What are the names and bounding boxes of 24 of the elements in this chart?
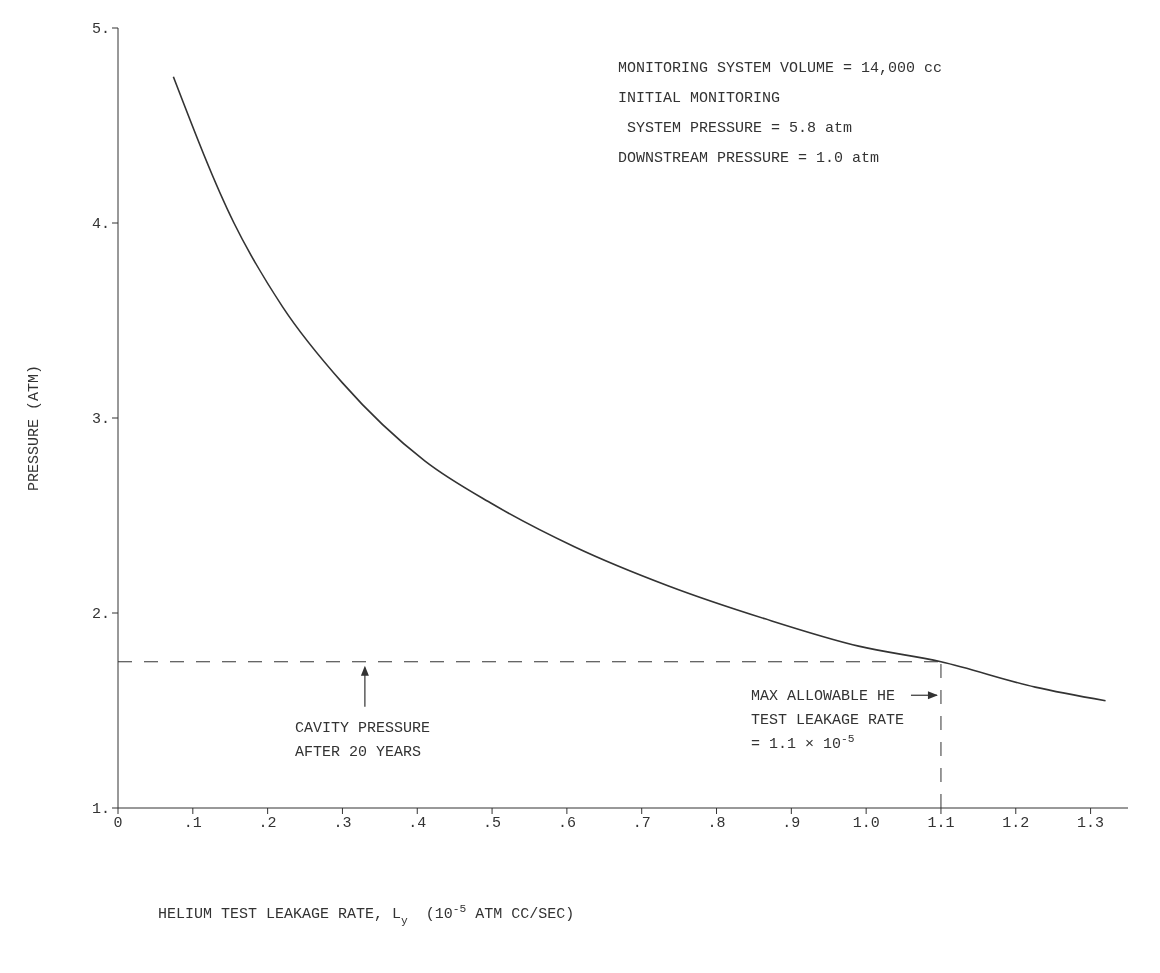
x-tick-label: .3 [333,814,352,832]
y-tick-label: 2. [91,606,110,624]
y-tick-label: 4. [91,216,110,234]
y-tick-label: 5. [91,21,110,39]
y-axis-title: PRESSURE (ATM) [26,364,43,492]
annotation: CAVITY PRESSURE AFTER 20 YEARS [294,719,430,761]
annotation: MAX ALLOWABLE HE TEST LEAKAGE RATE = 1.1 × 10$^{-5}$ [750,688,904,754]
text: HELIUM TEST LEAKAGE RATE, L$_{y}$ (10$^{-5}$ ATM CC/SEC) [158,903,575,927]
y-tick-label: 3. [91,411,110,429]
x-tick-label: 1.2 [1002,814,1030,832]
x-tick-label: 1.1 [927,814,955,832]
annotation: MONITORING SYSTEM VOLUME = 14,000 cc INITIAL MONITORING SYSTEM PRESSURE = 5.8 atm DOWNSTREAM PRESSURE = 1.0 atm [618,60,943,167]
x-tick-label: .6 [557,814,576,832]
x-tick-label: .1 [183,814,202,832]
x-tick-label: 0 [113,814,123,832]
x-tick-label: .8 [707,814,726,832]
x-tick-label: .2 [258,814,277,832]
x-tick-label: .4 [408,814,427,832]
x-tick-label: .5 [483,814,502,832]
y-tick-label: 1. [91,801,110,819]
x-tick-label: 1.3 [1077,814,1105,832]
x-tick-label: .7 [632,814,651,832]
x-tick-label: .9 [782,814,801,832]
x-tick-label: 1.0 [852,814,880,832]
